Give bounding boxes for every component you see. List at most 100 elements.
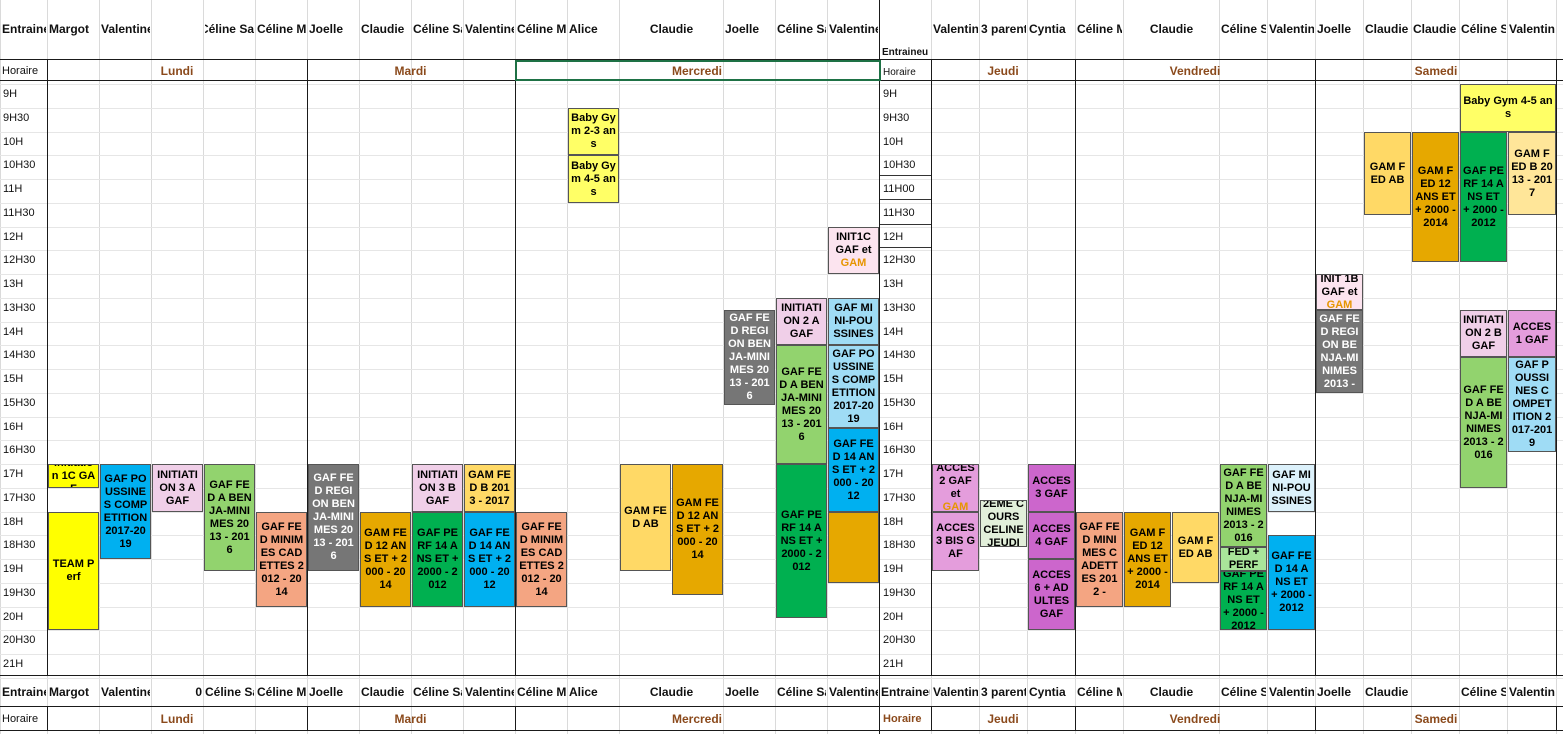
bottom-trainer-cell[interactable]: Céline S [1461,685,1506,699]
bottom-trainer-cell[interactable]: Joelle [1317,685,1352,699]
schedule-block[interactable]: GAF FED REGION BENJA-MINIMES 2013 - 2016 [724,310,775,405]
bottom-trainer-cell[interactable]: 3 parent [981,685,1026,699]
trainer-header-cell[interactable]: Céline Sa [413,22,462,36]
time-label-right[interactable]: 13H30 [883,302,916,314]
trainer-header-cell[interactable]: Céline Sa [1461,22,1506,36]
time-label[interactable]: 14H30 [3,349,36,361]
schedule-block[interactable]: GAF FED 14 ANS ET + 2000 - 2012 [464,512,515,607]
bottom-day-vendredi[interactable]: Vendredi [1169,712,1221,726]
time-label-right[interactable]: 20H30 [883,634,916,646]
day-vendredi[interactable]: Vendredi [1169,64,1221,78]
schedule-block[interactable]: GAF FED A BENJA-MINIMES 2013 - 2016 [776,345,827,464]
schedule-block[interactable]: GAM FED 12 ANS ET + 2000 - 2014 [1412,132,1459,262]
time-label[interactable]: 17H [3,468,24,480]
trainer-header-cell[interactable] [153,18,202,40]
schedule-block[interactable]: ACCES 4 GAF [1028,512,1075,559]
schedule-block[interactable]: Baby Gym 4-5 ans [568,155,619,203]
trainer-header-cell[interactable]: Cyntia [1029,22,1066,36]
schedule-block[interactable]: INITIATION 3 A GAF [152,464,203,512]
bottom-trainer-cell[interactable]: Céline M [517,685,566,699]
bottom-trainer-cell[interactable]: Claudie [649,685,694,699]
bottom-trainer-cell[interactable]: Entraineu [881,685,930,699]
schedule-block[interactable]: GAM FED AB [620,464,671,571]
schedule-block[interactable]: ACCES 1 GAF [1508,310,1556,357]
trainer-header-cell[interactable] [881,18,930,40]
time-label[interactable]: 19H [3,563,24,575]
schedule-block[interactable]: Baby Gym 4-5 ans [1460,84,1556,132]
schedule-block[interactable]: GAF FED A BENJA-MINIMES 2013 - 2016 [1460,357,1507,488]
schedule-block[interactable]: GAF PERF 14 ANS ET + 2000 - 2012 [412,512,463,607]
schedule-block[interactable]: INITIATION 2 A GAF [776,298,827,345]
trainer-header-cell[interactable]: Valentine [465,22,514,36]
schedule-block[interactable]: INIT 1B GAF et GAM [1316,274,1363,310]
schedule-block[interactable]: GAF FED REGION BENJA-MINIMES 2013 - 2016 [308,464,359,571]
time-label-right[interactable]: 15H [883,373,904,385]
day-lundi[interactable]: Lundi [160,64,194,78]
bottom-day-samedi[interactable]: Samedi [1414,712,1458,726]
trainer-header-cell[interactable]: Claudie [1413,22,1457,36]
schedule-block[interactable]: GAM FED B 2013 - 2017 [1508,132,1556,215]
trainer-header-cell[interactable]: Céline Sa [205,22,254,36]
schedule-block[interactable]: GAF FED MINIMES CADETTES 2012 - [1076,512,1123,607]
schedule-block[interactable]: GAM FED AB [1364,132,1411,215]
selected-cell-mercredi[interactable] [515,60,881,81]
bottom-trainer-cell[interactable]: Valentin [1269,685,1314,699]
time-label[interactable]: 17H30 [3,492,36,504]
bottom-horaire-label[interactable]: Horaire [2,713,39,725]
bottom-trainer-cell[interactable]: Claudie [1365,685,1409,699]
time-label[interactable]: 15H30 [3,397,36,409]
time-label[interactable]: 13H30 [3,302,36,314]
time-label[interactable]: 20H30 [3,634,36,646]
schedule-block[interactable]: GAF PERF 14 ANS ET + 2000 - 2012 [1220,571,1267,630]
time-label[interactable]: 15H [3,373,24,385]
schedule-block[interactable]: GAF FED A BENJA-MINIMES 2013 - 2016 [204,464,255,571]
bottom-trainer-cell[interactable]: Margot [49,685,89,699]
trainer-header-cell[interactable]: Céline Sa [777,22,826,36]
time-label-right[interactable]: 11H30 [883,207,915,219]
time-label-right[interactable]: 14H [883,326,904,338]
bottom-trainer-cell[interactable]: Céline Sa [205,685,254,699]
schedule-block[interactable]: INITIATION 2 B GAF [1460,310,1507,357]
schedule-block[interactable]: GAF POUSSINES COMPETITION 2017-2019 [100,464,151,559]
time-label-right[interactable]: 14H30 [883,349,916,361]
time-label-right[interactable]: 12H30 [883,254,916,266]
bottom-trainer-cell[interactable]: Claudie [361,685,405,699]
schedule-block[interactable]: GAM FED 12 ANS ET + 2000 - 2014 [360,512,411,607]
trainer-header-cell[interactable]: Claudie [1365,22,1409,36]
trainer-header-cell[interactable]: Céline Mi [257,22,306,36]
bottom-trainer-cell[interactable]: Joelle [309,685,344,699]
horaire-label-right[interactable]: Horaire [883,66,916,78]
time-label-right[interactable]: 19H30 [883,587,916,599]
trainer-header-cell[interactable]: Joelle [309,22,344,36]
schedule-block[interactable]: ACCES 6 + ADULTES GAF [1028,559,1075,630]
time-label-right[interactable]: 15H30 [883,397,916,409]
trainer-header-cell[interactable]: Valentine [101,22,150,36]
time-label-right[interactable]: 9H [883,88,898,100]
day-mardi[interactable]: Mardi [394,64,427,78]
time-label[interactable]: 12H30 [3,254,36,266]
trainer-header-cell[interactable]: Claudie [1149,22,1194,36]
time-label-right[interactable]: 20H [883,611,904,623]
bottom-trainer-cell[interactable]: Entraine [2,685,46,699]
time-label[interactable]: 14H [3,326,24,338]
schedule-block[interactable]: GAF FED MINIMES CADETTES 2012 - 2014 [256,512,307,607]
time-label[interactable]: 20H [3,611,24,623]
time-label[interactable]: 11H30 [3,207,35,219]
time-label-right[interactable]: 19H [883,563,904,575]
time-label-right[interactable]: 16H [883,421,904,433]
trainer-header-cell[interactable]: Joelle [725,22,760,36]
time-label[interactable]: 16H30 [3,444,36,456]
schedule-block[interactable]: GAF FED 14 ANS ET + 2000 - 2012 [1268,535,1315,630]
trainer-header-cell[interactable]: Margot [49,22,89,36]
time-label[interactable]: 16H [3,421,24,433]
trainer-header-cell[interactable]: Joelle [1317,22,1352,36]
day-jeudi[interactable]: Jeudi [987,64,1019,78]
bottom-trainer-cell[interactable]: Alice [569,685,598,699]
schedule-block[interactable]: GAF FED REGION BENJA-MINIMES 2013 - [1316,310,1363,393]
schedule-block[interactable]: GAM FED 12 ANS ET + 2000 - 2014 [1124,512,1171,607]
bottom-day-jeudi[interactable]: Jeudi [987,712,1019,726]
trainer-header-cell[interactable]: Claudie [649,22,694,36]
schedule-block[interactable]: GAF POUSSINES COMPETITION 2017-2019 [1508,357,1556,452]
entraineur-label[interactable]: Entraineu [882,46,929,58]
bottom-trainer-cell[interactable]: Valentin [933,685,978,699]
